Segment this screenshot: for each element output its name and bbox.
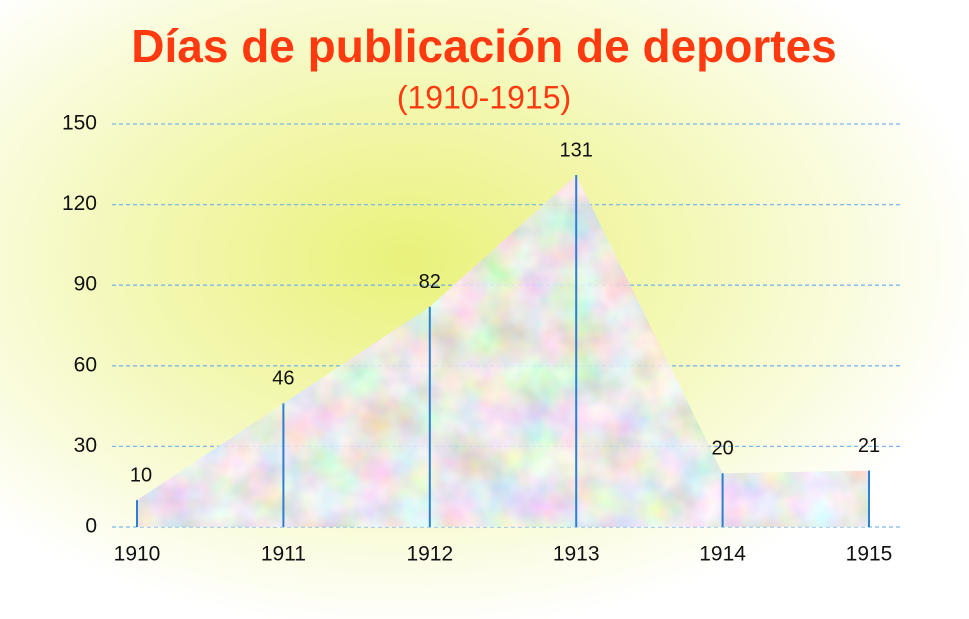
chart: Días de publicación de deportes (1910-19… <box>0 0 969 619</box>
x-tick-label: 1911 <box>261 543 306 566</box>
value-label: 20 <box>711 438 733 460</box>
chart-title: Días de publicación de deportes <box>131 20 837 72</box>
chart-subtitle: (1910-1915) <box>397 79 571 115</box>
y-tick-label: 120 <box>62 192 97 215</box>
value-label: 21 <box>858 435 880 457</box>
x-tick-label: 1913 <box>553 543 600 566</box>
y-tick-label: 150 <box>62 112 97 135</box>
x-tick-label: 1910 <box>114 543 161 566</box>
value-label: 46 <box>272 368 294 390</box>
value-label: 10 <box>130 464 152 486</box>
y-tick-label: 0 <box>85 515 97 538</box>
y-tick-label: 60 <box>74 353 97 376</box>
x-tick-label: 1914 <box>699 543 746 566</box>
x-tick-label: 1915 <box>846 543 893 566</box>
x-tick-label: 1912 <box>406 543 453 566</box>
value-label: 82 <box>419 271 441 293</box>
y-tick-label: 30 <box>74 434 97 457</box>
value-label: 131 <box>560 139 593 161</box>
y-tick-label: 90 <box>74 273 97 296</box>
